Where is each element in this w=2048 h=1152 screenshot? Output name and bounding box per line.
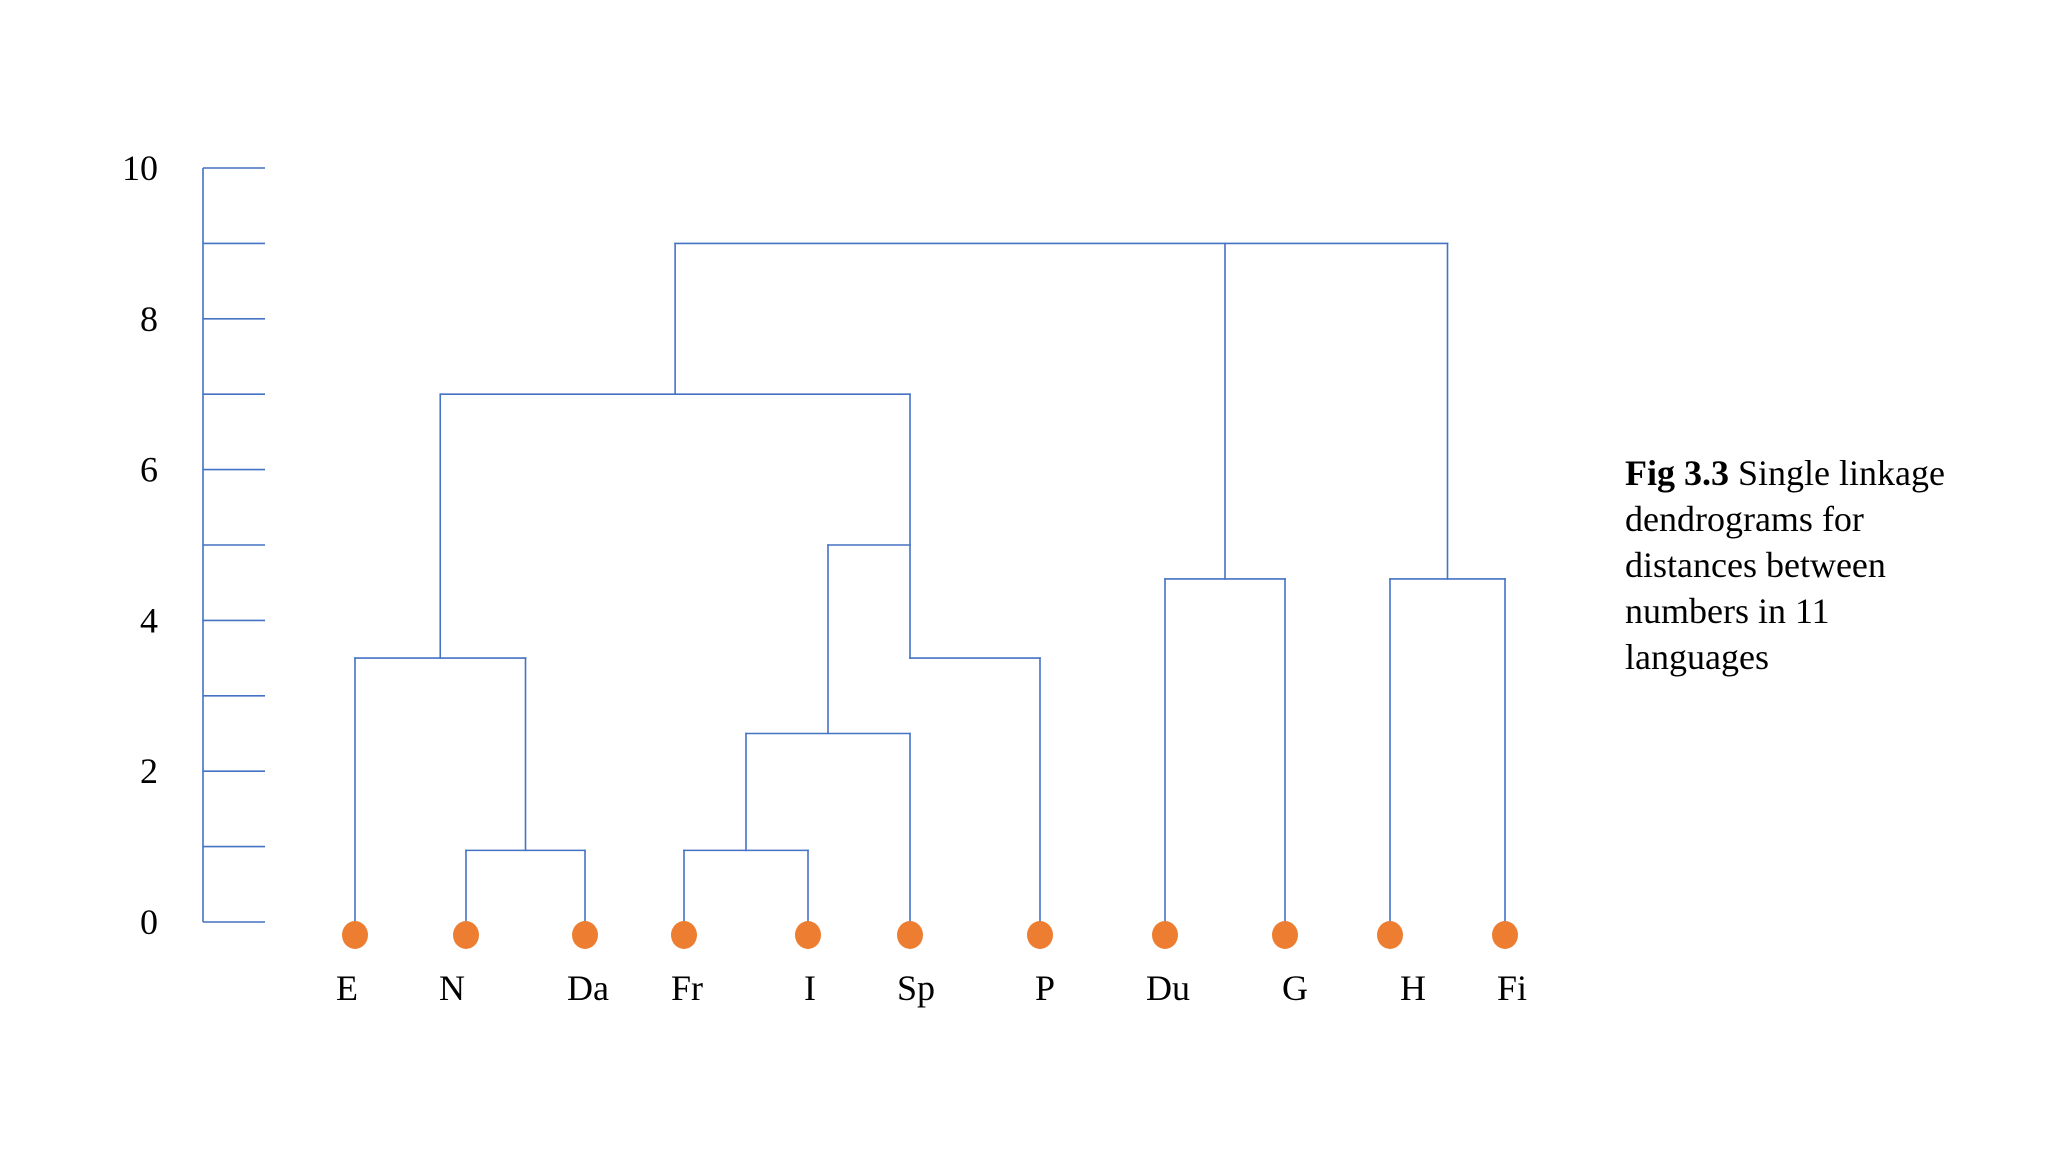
leaf-node-p: [1027, 921, 1053, 949]
leaf-label-e: E: [336, 968, 358, 1008]
y-tick-label-6: 6: [140, 450, 158, 490]
dendrogram-links: [354, 242, 1506, 924]
leaf-node-fr: [671, 921, 697, 949]
leaf-node-fi: [1492, 921, 1518, 949]
leaf-node-h: [1377, 921, 1403, 949]
leaf-node-e: [342, 921, 368, 949]
leaf-node-da: [572, 921, 598, 949]
y-axis: 0 2 4 6 8 10: [122, 148, 265, 942]
leaf-label-fi: Fi: [1497, 968, 1527, 1008]
leaf-label-fr: Fr: [671, 968, 703, 1008]
y-tick-label-4: 4: [140, 600, 158, 640]
leaf-node-du: [1152, 921, 1178, 949]
leaf-label-sp: Sp: [897, 968, 935, 1008]
leaf-labels: E N Da Fr I Sp P Du G H Fi: [336, 968, 1527, 1008]
leaf-label-du: Du: [1146, 968, 1190, 1008]
leaf-label-i: I: [804, 968, 816, 1008]
caption-label: Fig 3.3: [1625, 453, 1729, 493]
leaf-label-n: N: [439, 968, 465, 1008]
caption-text: Single linkage dendrograms for distances…: [1625, 453, 1945, 677]
leaf-label-da: Da: [567, 968, 609, 1008]
leaf-node-g: [1272, 921, 1298, 949]
leaf-node-sp: [897, 921, 923, 949]
figure-caption: Fig 3.3 Single linkage dendrograms for d…: [1625, 450, 1955, 680]
leaf-node-i: [795, 921, 821, 949]
y-tick-label-0: 0: [140, 902, 158, 942]
leaf-label-g: G: [1282, 968, 1308, 1008]
y-tick-label-10: 10: [122, 148, 158, 188]
y-tick-label-2: 2: [140, 751, 158, 791]
leaf-node-n: [453, 921, 479, 949]
dendrogram-leaves: [342, 921, 1518, 949]
y-tick-label-8: 8: [140, 299, 158, 339]
leaf-label-p: P: [1035, 968, 1055, 1008]
leaf-label-h: H: [1400, 968, 1426, 1008]
